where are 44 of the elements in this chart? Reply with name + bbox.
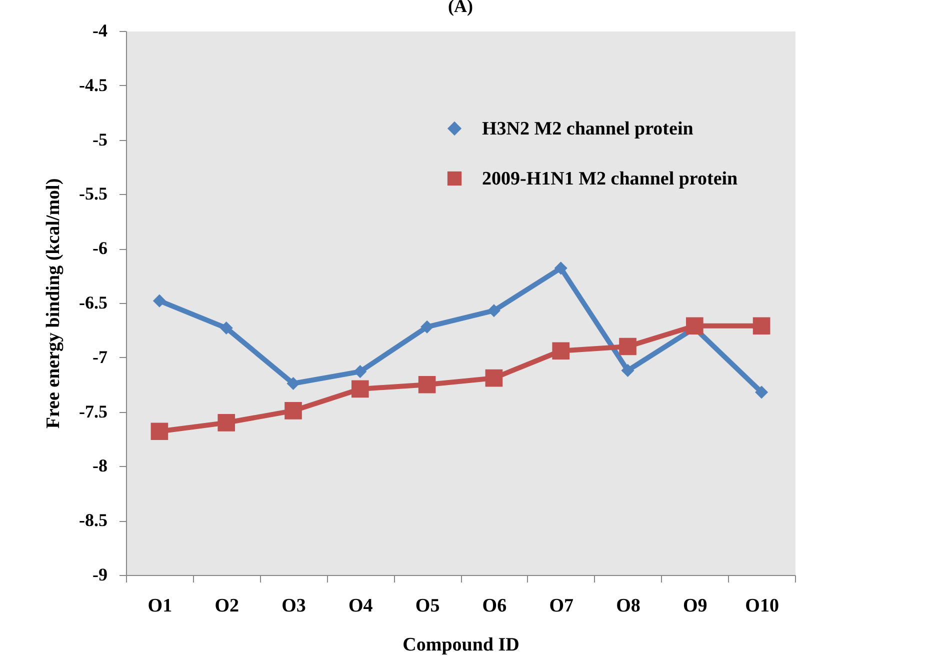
y-tick-label: -6.5 <box>79 292 108 312</box>
point <box>686 317 704 335</box>
x-tick-label: O10 <box>745 596 779 616</box>
y-tick-label: -4 <box>92 20 108 40</box>
x-tick-label: O4 <box>348 596 374 616</box>
point <box>150 422 168 440</box>
x-axis-title: Compound ID <box>402 634 520 656</box>
point <box>420 320 434 334</box>
point <box>619 338 636 356</box>
point <box>621 364 634 377</box>
x-tick-label: O5 <box>415 596 440 616</box>
point <box>487 304 500 318</box>
x-tick-label: O9 <box>683 596 708 616</box>
x-tick-label: O3 <box>282 596 306 616</box>
legend-label: H3N2 M2 channel protein <box>482 118 694 140</box>
y-tick-label: -7 <box>92 346 108 367</box>
point <box>552 342 570 360</box>
point <box>354 365 367 378</box>
x-tick-label: O8 <box>616 596 640 616</box>
y-tick-label: -7.5 <box>79 401 108 422</box>
point <box>284 402 302 420</box>
y-tick-label: -4.5 <box>79 74 108 95</box>
y-tick-label: -5 <box>92 129 108 150</box>
point <box>418 376 436 394</box>
point <box>220 322 233 335</box>
y-tick-label: -5.5 <box>79 184 108 204</box>
legend-label: 2009-H1N1 M2 channel protein <box>482 168 738 190</box>
point <box>351 380 369 398</box>
y-tick-label: -8.5 <box>79 510 108 530</box>
point <box>755 386 768 399</box>
y-tick-label: -6 <box>92 238 108 258</box>
y-axis-title: Free energy binding (kcal/mol) <box>43 178 64 429</box>
x-tick-label: O1 <box>148 596 172 616</box>
y-tick-label: -8 <box>92 456 108 476</box>
point <box>554 262 568 275</box>
point <box>485 369 503 387</box>
point <box>286 376 300 390</box>
y-tick-label: -9 <box>92 564 108 584</box>
point <box>752 317 770 335</box>
x-tick-label: O7 <box>549 596 574 616</box>
point <box>152 294 166 308</box>
x-tick-label: O2 <box>214 596 239 616</box>
point <box>218 414 236 432</box>
x-tick-label: O6 <box>482 596 507 616</box>
